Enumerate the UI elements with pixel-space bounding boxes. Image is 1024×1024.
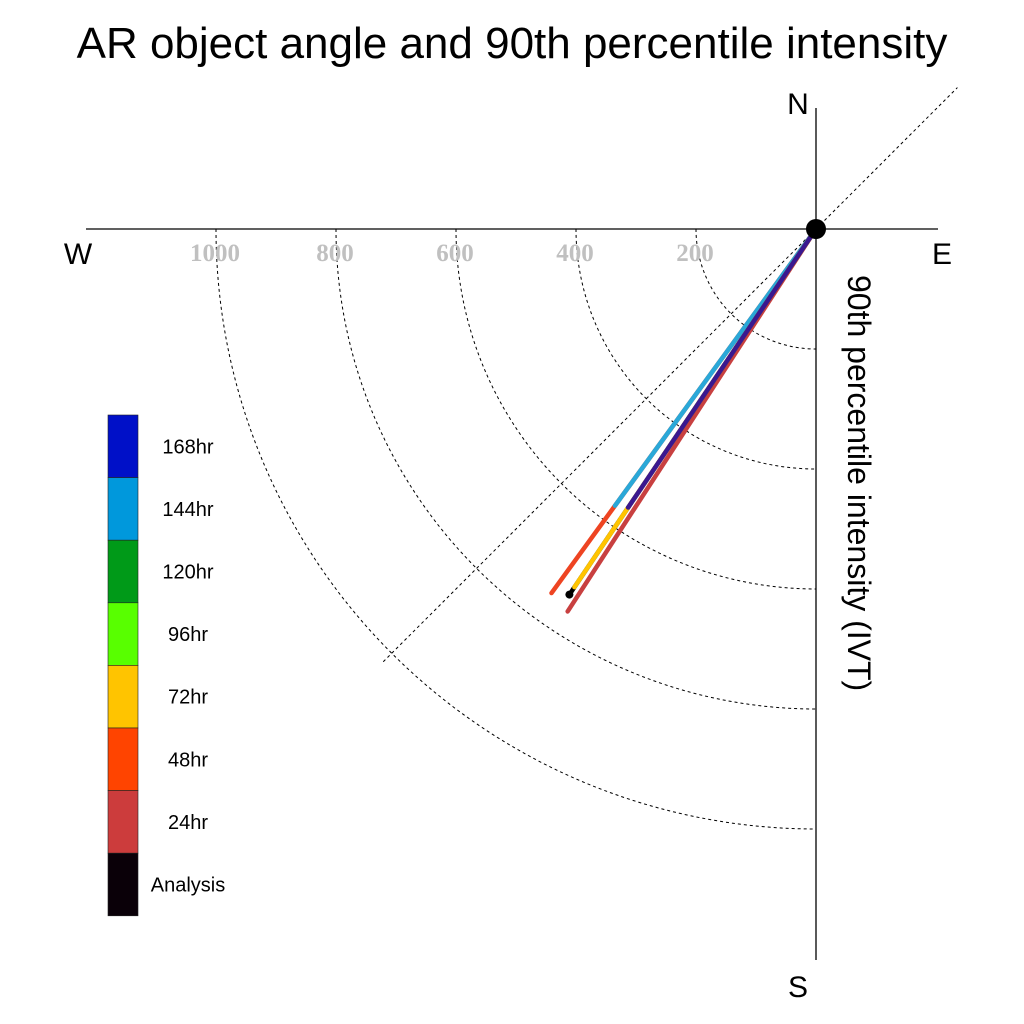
legend-swatch [107,665,139,729]
radial-tick-label: 1000 [190,240,240,267]
legend-label: 24hr [168,812,208,834]
chart-title: AR object angle and 90th percentile inte… [77,19,948,68]
legend: 168hr 144hr 120hr 96hr 72hr 48hr 24hr Analysis [107,414,225,917]
legend-label: 72hr [168,687,208,709]
radial-tick-label: 800 [316,240,354,267]
legend-label: Analysis [151,875,225,897]
legend-label: 96hr [168,624,208,646]
compass-east-label: E [932,238,952,271]
range-ring [575,228,817,470]
radial-tick-labels: 200 400 600 800 1000 [190,240,714,267]
legend-label: 48hr [168,749,208,771]
origin-marker [806,219,826,239]
legend-label: 120hr [162,562,213,584]
legend-swatch [107,727,139,791]
legend-swatch [107,790,139,854]
legend-swatch [107,539,139,604]
radial-tick-label: 200 [676,240,714,267]
legend-label: 144hr [162,499,213,521]
radial-tick-label: 600 [436,240,474,267]
legend-swatch [107,477,139,541]
vector-168hr [625,226,819,510]
range-ring [455,228,817,590]
radial-tick-label: 400 [556,240,594,267]
range-ring [695,228,817,350]
analysis-endpoint [565,590,574,599]
legend-swatch [107,852,139,917]
polar-grid [215,87,958,830]
y-axis-label: 90th percentile intensity (IVT) [841,275,877,691]
compass-axes [86,108,938,960]
legend-swatch [107,414,139,478]
range-ring [215,228,817,830]
compass-west-label: W [64,238,93,271]
compass-north-label: N [787,88,809,121]
legend-swatch [107,602,139,666]
intensity-vectors [549,226,819,614]
legend-label: 168hr [162,436,213,458]
compass-south-label: S [788,971,808,1004]
